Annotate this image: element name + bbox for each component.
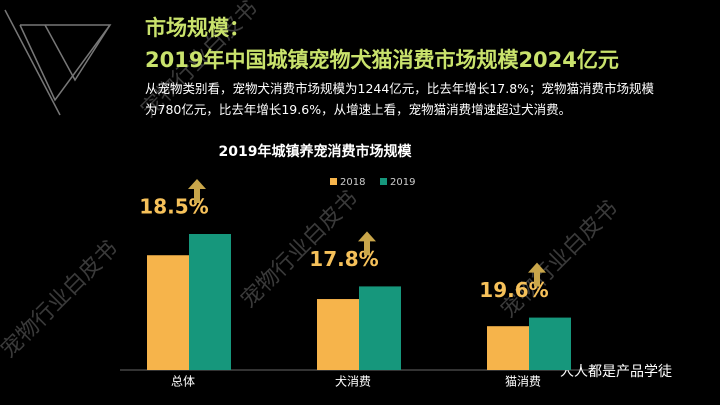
arrow — [358, 231, 376, 256]
headline: 2019年中国城镇宠物犬猫消费市场规模2024亿元 — [145, 48, 619, 72]
section-title: 市场规模： — [145, 16, 250, 40]
bar — [317, 299, 359, 370]
footer: 人人都是产品学徒 — [560, 364, 672, 380]
legend-label: 2018 — [340, 177, 365, 188]
body-text: 从宠物类别看，宠物犬消费市场规模为1244亿元，比去年增长17.8%；宠物猫消费… — [145, 81, 655, 117]
arrow — [528, 262, 546, 287]
bar — [487, 326, 529, 370]
bar — [359, 286, 401, 370]
arrow — [188, 179, 206, 203]
legend-swatch — [380, 178, 387, 185]
bar — [529, 317, 571, 370]
watermark: 宠物行业白皮书 — [0, 236, 123, 363]
x-tick-label: 猫消费 — [505, 375, 541, 389]
bar — [147, 255, 189, 370]
chart-title: 2019年城镇养宠消费市场规模 — [219, 143, 413, 160]
x-tick-label: 犬消费 — [335, 375, 371, 389]
watermark: 宠物行业白皮书 — [496, 196, 623, 323]
bar — [189, 234, 231, 370]
legend-swatch — [330, 178, 337, 185]
logo — [4, 9, 112, 116]
x-tick-label: 总体 — [171, 375, 195, 389]
legend-label: 2019 — [390, 177, 415, 188]
